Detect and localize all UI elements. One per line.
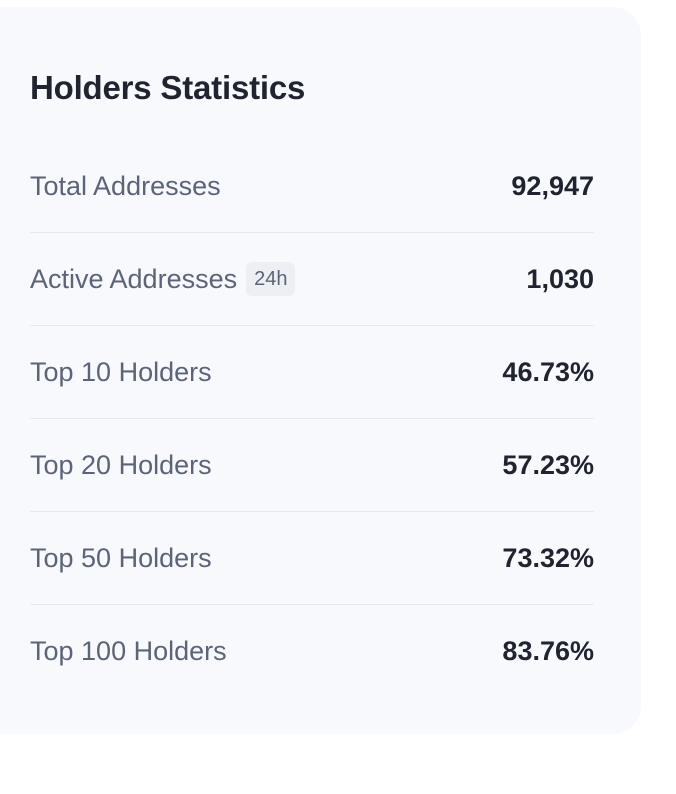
period-badge: 24h (246, 262, 296, 296)
stat-label: Top 20 Holders (30, 449, 212, 480)
stat-row-top-100-holders: Top 100 Holders 83.76% (30, 605, 594, 698)
stat-label: Top 50 Holders (30, 542, 212, 573)
stat-row-top-10-holders: Top 10 Holders 46.73% (30, 326, 594, 419)
stat-label: Top 100 Holders (30, 636, 227, 666)
stat-value: 46.73% (502, 356, 594, 387)
stat-value: 1,030 (526, 263, 594, 294)
stat-label: Active Addresses (30, 263, 238, 294)
stat-row-total-addresses: Total Addresses 92,947 (30, 140, 594, 233)
stat-label: Top 10 Holders (30, 356, 212, 387)
stat-value: 73.32% (502, 542, 594, 573)
stat-row-active-addresses: Active Addresses 24h 1,030 (30, 233, 594, 326)
stat-label-group: Active Addresses 24h (30, 262, 296, 296)
card-title: Holders Statistics (30, 69, 306, 106)
stat-value: 92,947 (511, 170, 594, 201)
stats-list: Total Addresses 92,947 Active Addresses … (30, 140, 594, 698)
stat-row-top-20-holders: Top 20 Holders 57.23% (30, 419, 594, 512)
holders-statistics-card: Holders Statistics Total Addresses 92,94… (0, 7, 641, 734)
stat-row-top-50-holders: Top 50 Holders 73.32% (30, 512, 594, 605)
stat-value: 83.76% (502, 636, 594, 666)
stat-label: Total Addresses (30, 170, 221, 201)
stat-value: 57.23% (502, 449, 594, 480)
